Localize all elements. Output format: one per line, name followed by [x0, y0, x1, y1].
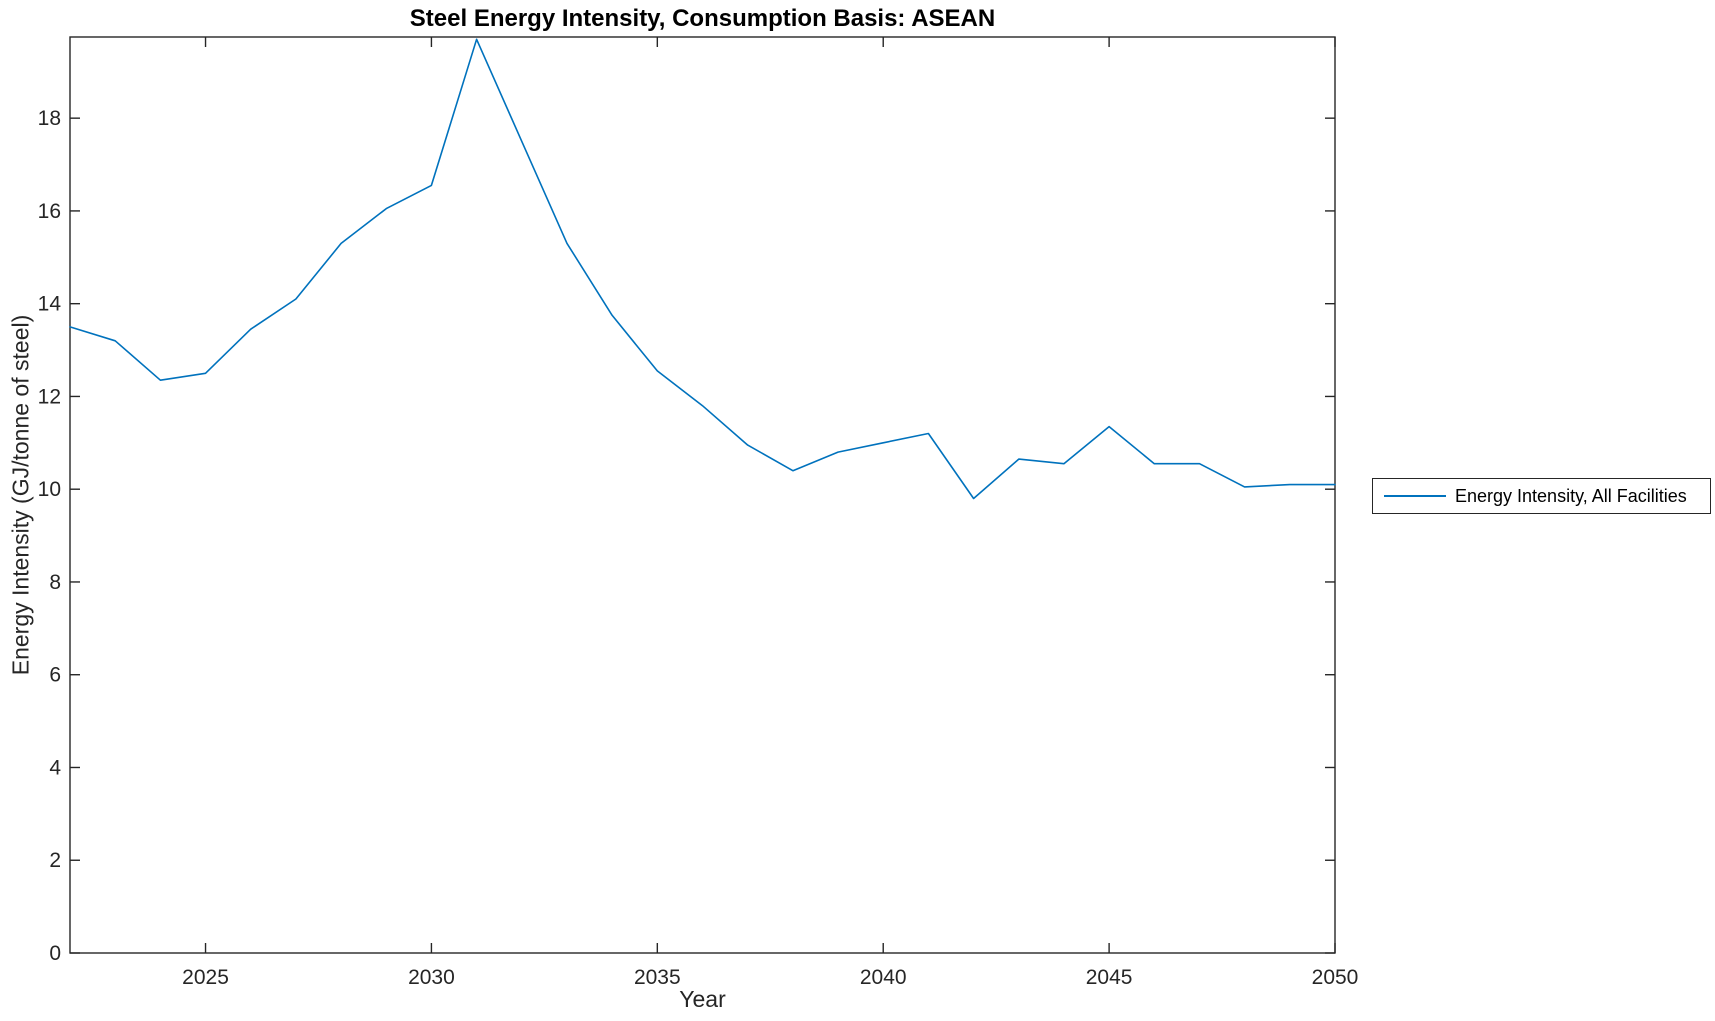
y-tick-label: 4 [49, 756, 61, 779]
y-tick-label: 18 [38, 107, 61, 130]
x-tick-label: 2035 [634, 966, 681, 989]
legend-line-sample-icon [1384, 495, 1446, 497]
series-line [69, 38, 1336, 500]
x-tick-label: 2040 [860, 966, 907, 989]
x-tick-label: 2045 [1086, 966, 1133, 989]
y-tick-label: 14 [38, 293, 62, 316]
plot-frame [69, 36, 1336, 954]
y-tick-label: 10 [38, 478, 61, 501]
y-tick-label: 2 [49, 849, 61, 872]
legend-entry-label: Energy Intensity, All Facilities [1455, 485, 1687, 506]
x-axis-label: Year [679, 986, 726, 1012]
y-tick-label: 8 [49, 571, 61, 594]
y-tick-label: 16 [38, 200, 61, 223]
x-tick-label: 2025 [182, 966, 229, 989]
y-tick-label: 6 [49, 664, 61, 687]
x-tick-label: 2050 [1312, 966, 1359, 989]
legend-box: Energy Intensity, All Facilities [1372, 478, 1711, 514]
y-tick-label: 12 [38, 385, 61, 408]
x-tick-label: 2030 [408, 966, 455, 989]
chart-title: Steel Energy Intensity, Consumption Basi… [409, 5, 996, 32]
y-axis-label: Energy Intensity (GJ/tonne of steel) [7, 314, 34, 676]
y-tick-label: 0 [49, 942, 61, 965]
